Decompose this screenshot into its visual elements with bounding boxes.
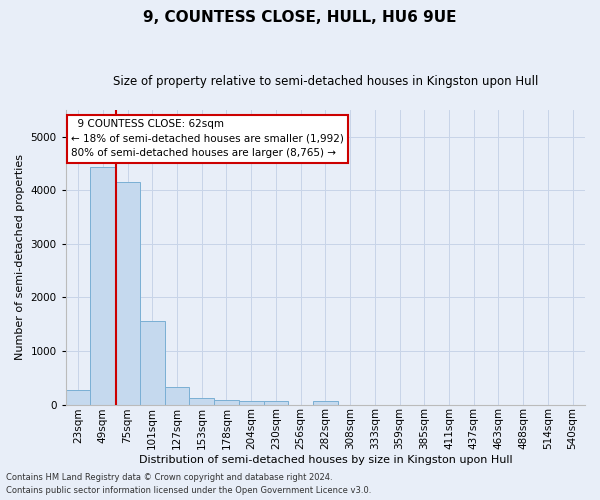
Bar [140,321,164,404]
Bar [115,182,140,404]
Bar [313,401,338,404]
Text: Contains HM Land Registry data © Crown copyright and database right 2024.
Contai: Contains HM Land Registry data © Crown c… [6,474,371,495]
Bar [164,388,190,404]
Text: 9, COUNTESS CLOSE, HULL, HU6 9UE: 9, COUNTESS CLOSE, HULL, HU6 9UE [143,10,457,25]
Bar [190,398,214,404]
X-axis label: Distribution of semi-detached houses by size in Kingston upon Hull: Distribution of semi-detached houses by … [139,455,512,465]
Text: 9 COUNTESS CLOSE: 62sqm  
← 18% of semi-detached houses are smaller (1,992)
80% : 9 COUNTESS CLOSE: 62sqm ← 18% of semi-de… [71,119,344,158]
Bar [263,402,288,404]
Y-axis label: Number of semi-detached properties: Number of semi-detached properties [15,154,25,360]
Title: Size of property relative to semi-detached houses in Kingston upon Hull: Size of property relative to semi-detach… [113,75,538,88]
Bar [91,168,115,404]
Bar [214,400,239,404]
Bar [239,401,263,404]
Bar [66,390,91,404]
